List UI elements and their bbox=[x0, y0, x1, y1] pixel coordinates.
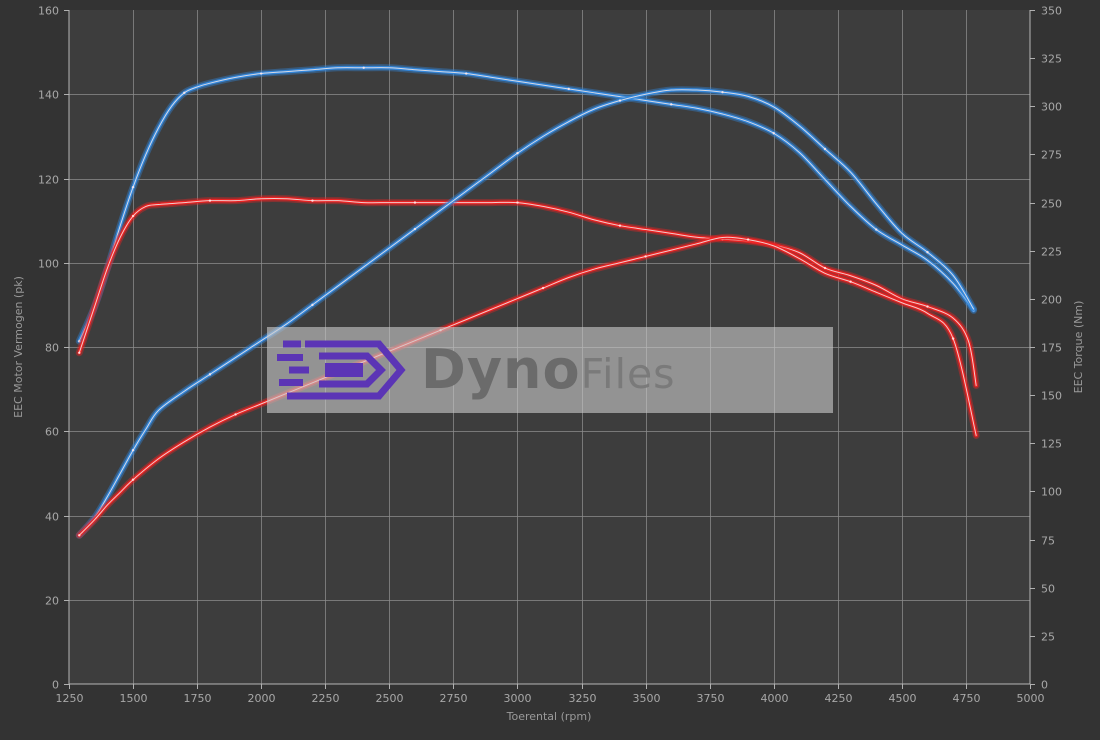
x-tick-label: 4750 bbox=[953, 692, 981, 705]
data-point bbox=[951, 337, 955, 340]
x-axis-title: Toerental (rpm) bbox=[506, 710, 592, 723]
y-tick-label: 100 bbox=[38, 258, 59, 271]
series-corestroke bbox=[78, 236, 977, 536]
data-point bbox=[644, 255, 647, 258]
x-tick-label: 3000 bbox=[504, 692, 532, 705]
data-point bbox=[260, 72, 263, 75]
y2-tick-label: 250 bbox=[1041, 198, 1062, 211]
series-layer bbox=[75, 64, 980, 539]
y2-tick-label: 50 bbox=[1041, 583, 1055, 596]
y2-tick-label: 350 bbox=[1041, 5, 1062, 18]
x-tick-label: 2000 bbox=[248, 692, 276, 705]
x-tick-label: 4250 bbox=[825, 692, 853, 705]
data-point bbox=[413, 227, 417, 231]
x-tick-label: 3750 bbox=[697, 692, 725, 705]
series-corestroke bbox=[78, 89, 975, 536]
data-point bbox=[465, 72, 468, 75]
y2-tick-label: 75 bbox=[1041, 535, 1055, 548]
y2-tick-label: 200 bbox=[1041, 294, 1062, 307]
y-tick-label: 40 bbox=[45, 511, 59, 524]
y2-tick-label: 175 bbox=[1041, 342, 1062, 355]
y2-tick-label: 100 bbox=[1041, 486, 1062, 499]
data-point bbox=[439, 328, 442, 332]
y2-tick-label: 125 bbox=[1041, 438, 1062, 451]
y2-tick-label: 225 bbox=[1041, 246, 1062, 259]
data-point bbox=[208, 373, 212, 376]
y-tick-label: 140 bbox=[38, 89, 59, 102]
data-point bbox=[362, 66, 365, 69]
x-tick-label: 1250 bbox=[56, 692, 84, 705]
data-point bbox=[311, 303, 314, 307]
y2-tick-label: 325 bbox=[1041, 53, 1062, 66]
data-point bbox=[670, 103, 673, 106]
data-point bbox=[618, 99, 622, 102]
x-tick-label: 2250 bbox=[312, 692, 340, 705]
tickmarks bbox=[64, 10, 1035, 689]
data-point bbox=[875, 228, 878, 231]
data-point bbox=[567, 87, 570, 91]
data-point bbox=[926, 305, 929, 308]
data-point bbox=[336, 371, 340, 374]
data-point bbox=[131, 214, 135, 218]
x-tick-label: 3500 bbox=[633, 692, 661, 705]
y-tick-label: 120 bbox=[38, 174, 59, 187]
data-point bbox=[413, 201, 417, 204]
series-corestroke bbox=[78, 197, 977, 387]
y2-tick-label: 25 bbox=[1041, 631, 1055, 644]
y-tick-label: 20 bbox=[45, 595, 59, 608]
series-2 bbox=[75, 86, 978, 539]
data-point bbox=[849, 280, 852, 283]
data-point bbox=[78, 340, 81, 343]
data-point bbox=[183, 91, 186, 95]
data-point bbox=[78, 534, 81, 537]
data-point bbox=[78, 351, 81, 354]
data-point bbox=[926, 251, 929, 254]
y-tick-label: 160 bbox=[38, 5, 59, 18]
data-point bbox=[746, 238, 750, 241]
data-point bbox=[516, 201, 519, 204]
y-tick-label: 60 bbox=[45, 426, 59, 439]
data-point bbox=[541, 286, 545, 290]
y2-tick-label: 275 bbox=[1041, 149, 1062, 162]
data-point bbox=[772, 132, 775, 135]
y-tick-label: 0 bbox=[52, 679, 59, 692]
x-tick-label: 5000 bbox=[1017, 692, 1045, 705]
axis-lines bbox=[68, 10, 1031, 685]
x-tick-label: 3250 bbox=[569, 692, 597, 705]
y-tick-label: 80 bbox=[45, 342, 59, 355]
data-point bbox=[208, 199, 212, 202]
x-tick-label: 2750 bbox=[440, 692, 468, 705]
y2-tick-label: 0 bbox=[1041, 679, 1048, 692]
data-point bbox=[131, 449, 135, 452]
x-tick-label: 1500 bbox=[120, 692, 148, 705]
x-tick-label: 4000 bbox=[761, 692, 789, 705]
x-tick-label: 1750 bbox=[184, 692, 212, 705]
data-point bbox=[311, 199, 314, 202]
y2-tick-label: 150 bbox=[1041, 390, 1062, 403]
series-1 bbox=[75, 194, 980, 390]
data-point bbox=[618, 224, 622, 227]
y-axis-title: EEC Motor Vermogen (pk) bbox=[12, 276, 25, 418]
data-point bbox=[516, 152, 519, 155]
data-point bbox=[234, 413, 237, 416]
y2-axis-title: EEC Torque (Nm) bbox=[1072, 301, 1085, 394]
x-tick-label: 4500 bbox=[889, 692, 917, 705]
data-point bbox=[721, 90, 724, 94]
series-0 bbox=[75, 64, 978, 345]
x-tick-label: 2500 bbox=[376, 692, 404, 705]
y2-tick-label: 300 bbox=[1041, 101, 1062, 114]
data-point bbox=[823, 147, 827, 151]
data-point bbox=[823, 266, 827, 270]
data-point bbox=[131, 185, 135, 189]
data-point bbox=[131, 478, 135, 481]
tick-labels: 1250 1500 1750 2000 2250 2500 2750 3000 3250 3500… bbox=[38, 5, 1062, 706]
